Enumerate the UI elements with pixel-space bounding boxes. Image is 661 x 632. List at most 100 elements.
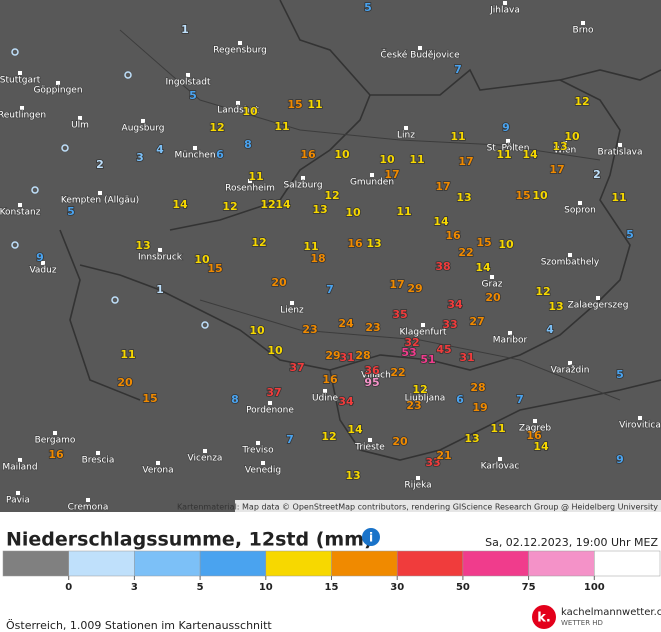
city-label: Rosenheim (225, 184, 275, 194)
station-zero (111, 296, 119, 304)
station-value: 15 (287, 98, 302, 111)
city-label: Karlovac (481, 462, 520, 472)
city-label: Linz (397, 131, 415, 141)
station-value: 14 (533, 440, 549, 453)
station-value: 13 (548, 300, 563, 313)
city-dot (41, 261, 45, 265)
city-label: Ljubljana (405, 394, 446, 404)
station-value: 11 (307, 98, 322, 111)
city-label: Stuttgart (0, 76, 41, 86)
legend-swatch (2, 550, 69, 577)
city-dot (416, 476, 420, 480)
station-value: 12 (324, 189, 339, 202)
legend-tick-label: 15 (325, 582, 339, 593)
city-label: Mailand (2, 463, 37, 473)
legend-swatch (462, 550, 529, 577)
station-value: 5 (616, 368, 624, 381)
station-value: 6 (456, 393, 464, 406)
city-dot (18, 203, 22, 207)
city-label: Treviso (241, 446, 274, 456)
station-value: 17 (435, 180, 450, 193)
station-value: 32 (404, 336, 419, 349)
station-zero (201, 321, 209, 329)
station-value: 16 (445, 229, 461, 242)
city-label: Gmunden (350, 178, 394, 188)
city-label: St. Pölten (487, 144, 530, 154)
city-dot (238, 41, 242, 45)
city-label: Venedig (245, 466, 281, 476)
station-value: 29 (325, 349, 340, 362)
station-value: 18 (310, 252, 325, 265)
station-value: 10 (267, 344, 283, 357)
city-label: Villach (361, 371, 391, 381)
station-value: 6 (216, 148, 224, 161)
station-value: 2 (96, 158, 104, 171)
city-label: Rijeka (404, 481, 431, 491)
city-dot (581, 21, 585, 25)
station-value: 37 (266, 386, 281, 399)
station-value: 13 (366, 237, 381, 250)
city-dot (404, 126, 408, 130)
station-value: 10 (249, 324, 265, 337)
city-dot (236, 101, 240, 105)
city-dot (578, 201, 582, 205)
city-label: Varaždin (551, 366, 590, 376)
date: Sa, 02.12.2023, 19:00 Uhr MEZ (485, 536, 658, 549)
station-value: 17 (549, 163, 564, 176)
station-value: 9 (502, 121, 510, 134)
station-value: 29 (407, 282, 422, 295)
station-value: 27 (469, 315, 484, 328)
station-value: 20 (485, 291, 501, 304)
station-value: 14 (347, 423, 363, 436)
station-value: 11 (409, 153, 424, 166)
station-value: 4 (546, 323, 554, 336)
station-value: 14 (172, 198, 188, 211)
map-background (0, 0, 661, 512)
station-value: 12 (412, 383, 427, 396)
city-label: Wien (554, 146, 576, 156)
city-label: Graz (482, 280, 503, 290)
station-value: 12 (222, 200, 237, 213)
city-dot (203, 449, 207, 453)
station-value: 13 (135, 239, 150, 252)
station-value: 21 (436, 449, 451, 462)
station-value: 11 (274, 120, 289, 133)
city-dot (638, 416, 642, 420)
info-icon[interactable] (362, 528, 380, 546)
station-value: 20 (271, 276, 287, 289)
city-dot (96, 451, 100, 455)
station-value: 11 (490, 422, 505, 435)
station-value: 17 (389, 278, 404, 291)
legend-swatch (331, 550, 398, 577)
station-value: 11 (611, 191, 626, 204)
city-label: České Budějovice (380, 49, 460, 61)
city-label: Brescia (82, 456, 115, 466)
city-label: Salzburg (283, 181, 322, 191)
city-dot (256, 441, 260, 445)
station-value: 14 (522, 148, 538, 161)
city-label: Innsbruck (138, 253, 183, 263)
legend-tick-label: 30 (390, 582, 404, 593)
attribution-box (235, 500, 661, 512)
station-value: 10 (345, 206, 361, 219)
city-dot (20, 106, 24, 110)
city-dot (268, 401, 272, 405)
station-value: 14 (275, 198, 291, 211)
station-value: 5 (67, 205, 75, 218)
legend-tick-label: 0 (65, 582, 72, 593)
station-value: 4 (156, 143, 164, 156)
station-value: 22 (458, 246, 473, 259)
station-value: 7 (516, 393, 524, 406)
city-label: Trieste (354, 443, 385, 453)
city-label: Ingolstadt (165, 78, 211, 88)
station-zero (11, 48, 19, 56)
city-layer: Jihlava České Budějovice Brno Regensburg Ing… (0, 1, 661, 513)
city-dot (86, 498, 90, 502)
legend-swatch (528, 550, 595, 577)
station-value: 11 (248, 170, 263, 183)
city-dot (323, 389, 327, 393)
legend-tick-label: 5 (197, 582, 204, 593)
station-value: 12 (260, 198, 275, 211)
station-zero (61, 144, 69, 152)
